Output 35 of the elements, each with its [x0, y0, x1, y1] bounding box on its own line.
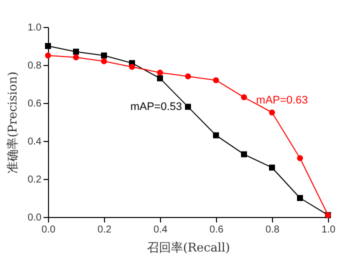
y-tick-label: 0.6 — [28, 98, 42, 110]
point — [73, 48, 79, 55]
x-tick-label: 0.6 — [210, 224, 224, 236]
point — [101, 58, 107, 64]
y-tick-label: 0.8 — [28, 60, 42, 72]
point — [185, 73, 191, 80]
point — [157, 70, 163, 76]
point — [241, 94, 247, 100]
y-axis-title: 准确率(Precision) — [6, 72, 20, 174]
y-tick-label: 1.0 — [28, 22, 42, 34]
x-tick-label: 0.2 — [98, 224, 112, 236]
point — [297, 155, 303, 162]
point — [185, 104, 191, 110]
point — [45, 43, 51, 49]
x-tick-label: 0.4 — [154, 224, 168, 236]
point — [129, 64, 135, 70]
y-tick-label: 0.0 — [28, 212, 42, 224]
point — [269, 164, 275, 171]
point — [213, 132, 219, 138]
point — [213, 77, 219, 84]
point — [269, 110, 275, 116]
annotation: mAP=0.53 — [130, 100, 182, 113]
annotation: mAP=0.63 — [256, 94, 308, 106]
x-axis-title: 召回率(Recall) — [146, 240, 230, 254]
point — [297, 195, 303, 201]
x-tick-label: 0.8 — [266, 224, 280, 236]
point — [157, 75, 163, 82]
y-tick-label: 0.4 — [28, 136, 42, 148]
point — [101, 52, 107, 58]
x-tick-label: 0.0 — [42, 224, 56, 236]
x-tick-label: 1.0 — [322, 224, 336, 236]
y-tick-label: 0.2 — [28, 174, 42, 186]
point — [45, 52, 51, 58]
point — [241, 151, 247, 158]
point — [73, 54, 79, 60]
